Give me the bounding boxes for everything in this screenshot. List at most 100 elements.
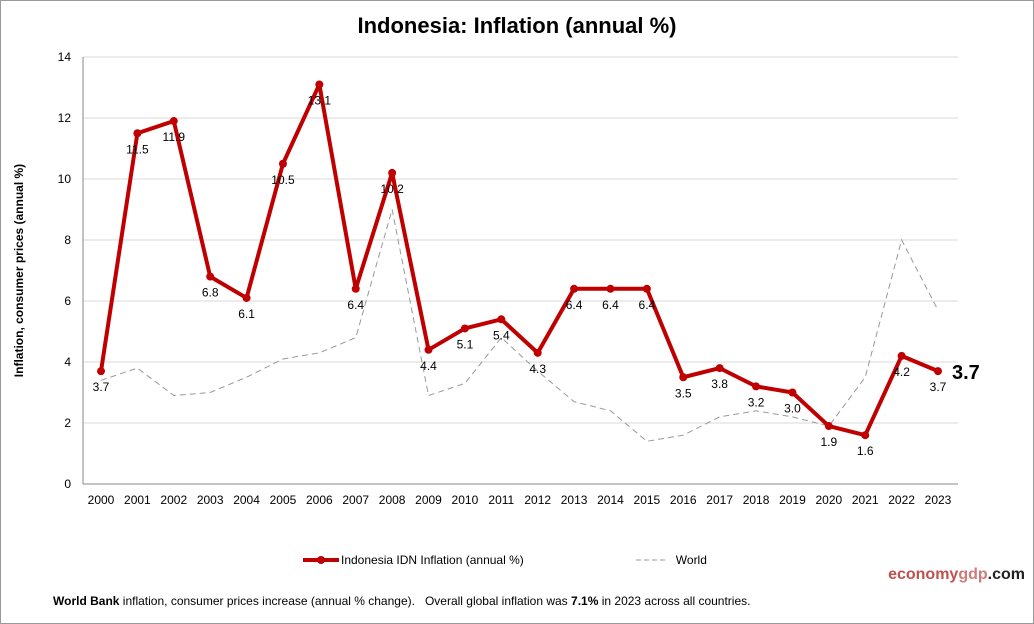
data-label: 3.7 [93,380,110,394]
brand-logo: economygdp.com [888,566,1025,584]
data-label: 11.5 [126,142,149,156]
data-label: 3.8 [711,377,728,391]
x-tick-label: 2010 [452,493,479,507]
brand-part2: gdp [958,566,988,583]
y-tick-label: 0 [64,477,71,491]
x-tick-label: 2005 [270,493,297,507]
chart-title: Indonesia: Inflation (annual %) [357,13,677,38]
data-point-indonesia [97,367,105,376]
x-tick-label: 2022 [888,493,915,507]
data-point-indonesia [861,431,870,440]
data-label: 10.2 [380,182,404,196]
brand-part3: .com [987,566,1025,583]
data-point-indonesia [497,315,506,324]
data-point-indonesia [388,168,397,177]
legend-label-indonesia: Indonesia IDN Inflation (annual %) [341,553,524,567]
data-point-indonesia [242,293,251,302]
data-label: 3.5 [675,386,692,400]
data-label: 6.1 [238,307,255,321]
x-tick-label: 2003 [197,493,224,507]
data-label: 6.4 [639,298,656,312]
data-point-indonesia [788,388,797,397]
x-tick-label: 2006 [306,493,333,507]
data-label: 1.9 [820,435,837,449]
data-point-indonesia [642,284,651,293]
data-label: 4.4 [420,359,437,373]
y-tick-label: 2 [64,416,71,430]
data-label: 4.2 [893,365,910,379]
x-tick-label: 2009 [415,493,442,507]
x-tick-label: 2018 [743,493,770,507]
data-label: 6.8 [202,286,219,300]
series-line-world [100,209,939,442]
data-label: 5.1 [457,337,474,351]
data-point-indonesia [133,129,142,138]
x-tick-label: 2008 [379,493,406,507]
data-label: 6.4 [602,298,619,312]
x-tick-label: 2020 [815,493,842,507]
y-tick-label: 8 [64,233,71,247]
y-axis-label: Inflation, consumer prices (annual %) [12,164,26,377]
brand-part1: economy [888,566,959,583]
last-value-label: 3.7 [952,362,980,384]
data-point-indonesia [278,159,287,168]
x-tick-label: 2017 [706,493,733,507]
x-tick-label: 2013 [561,493,588,507]
data-label: 6.4 [347,298,364,312]
x-tick-label: 2015 [634,493,661,507]
y-tick-label: 12 [58,111,72,125]
x-tick-label: 2019 [779,493,806,507]
footer-text2: in 2023 across all countries. [598,594,751,608]
x-tick-label: 2023 [925,493,952,507]
data-label: 11.9 [163,130,186,144]
x-tick-label: 2001 [124,493,151,507]
x-tick-label: 2012 [524,493,551,507]
data-label: 3.2 [748,395,765,409]
data-point-indonesia [752,382,761,391]
x-tick-label: 2000 [88,493,115,507]
data-label: 4.3 [529,362,546,376]
footer-note: World Bank inflation, consumer prices in… [53,594,750,608]
legend-label-world: World [675,553,707,567]
legend: Indonesia IDN Inflation (annual %) World [301,553,707,567]
footer-bold2: 7.1% [571,594,599,608]
data-point-indonesia [460,324,469,333]
data-label: 1.6 [857,444,874,458]
data-label: 5.4 [493,328,510,342]
x-tick-label: 2007 [342,493,369,507]
data-label: 10.5 [271,173,295,187]
x-tick-label: 2011 [488,493,514,507]
footer-bold1: World Bank [53,594,120,608]
data-point-indonesia [934,367,942,376]
data-point-indonesia [570,284,579,293]
data-point-indonesia [533,348,542,357]
footer-text1: inflation, consumer prices increase (ann… [119,594,572,608]
data-point-indonesia [715,364,724,373]
y-tick-label: 10 [58,172,72,186]
y-tick-label: 6 [64,294,71,308]
x-tick-label: 2016 [670,493,697,507]
data-point-indonesia [169,117,178,126]
y-tick-label: 14 [58,50,72,64]
data-point-indonesia [424,345,433,354]
x-tick-label: 2021 [852,493,879,507]
legend-swatch-world [635,559,668,561]
legend-swatch-indonesia [303,556,339,564]
chart-plot: 0 2 4 6 8 10 12 14 2000 2001 2002 2003 2004 2005 2006 2… [12,50,980,507]
data-point-indonesia [315,80,324,89]
data-label: 6.4 [566,298,583,312]
x-tick-label: 2014 [597,493,624,507]
data-label: 3.7 [930,380,947,394]
data-point-indonesia [679,373,688,382]
x-tick-label: 2002 [160,493,187,507]
data-point-indonesia [206,272,215,281]
data-label: 3.0 [784,402,801,416]
data-label: 13.1 [308,93,332,107]
data-point-indonesia [897,351,906,360]
data-point-indonesia [606,284,615,293]
data-point-indonesia [351,284,360,293]
data-point-indonesia [824,422,833,431]
y-tick-label: 4 [64,355,71,369]
x-tick-label: 2004 [233,493,260,507]
